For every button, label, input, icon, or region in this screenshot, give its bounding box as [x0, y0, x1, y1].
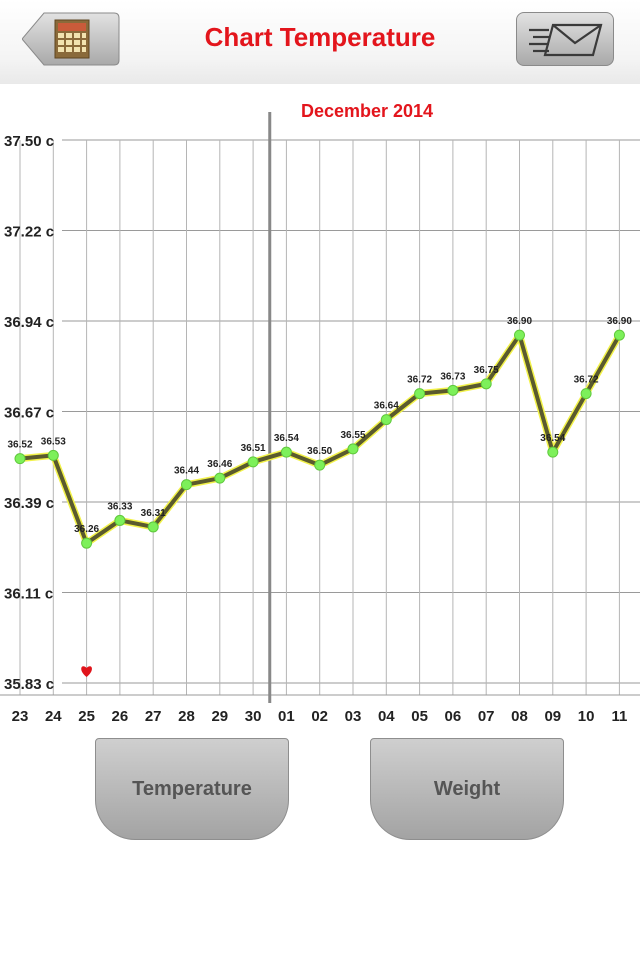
data-label: 36.31: [141, 508, 166, 519]
data-label: 36.46: [207, 459, 232, 470]
x-tick-label: 23: [12, 708, 29, 725]
x-tick-label: 01: [278, 708, 295, 725]
weight-tab-button[interactable]: Weight: [370, 738, 564, 840]
x-tick-label: 04: [378, 708, 395, 725]
data-point: [480, 378, 492, 390]
x-tick-label: 27: [145, 708, 162, 725]
y-tick-label: 37.50 c: [4, 133, 54, 150]
data-point: [247, 456, 259, 468]
data-point: [613, 329, 625, 341]
x-tick-label: 26: [112, 708, 129, 725]
data-label: 36.26: [74, 524, 99, 535]
x-tick-label: 06: [445, 708, 462, 725]
data-point: [514, 329, 525, 341]
data-point: [580, 388, 592, 400]
temperature-tab-button[interactable]: Temperature: [95, 738, 289, 840]
data-label: 36.90: [607, 316, 632, 327]
data-point: [280, 446, 292, 458]
x-tick-label: 28: [178, 708, 195, 725]
data-point: [547, 446, 559, 458]
back-calendar-button[interactable]: [22, 12, 120, 66]
data-point: [114, 514, 126, 526]
y-tick-label: 35.83 c: [4, 676, 54, 693]
mail-icon: [529, 23, 603, 57]
x-tick-label: 25: [78, 708, 95, 725]
data-point: [314, 459, 326, 471]
x-tick-label: 03: [345, 708, 362, 725]
y-tick-label: 36.11 c: [4, 586, 53, 603]
data-point: [447, 384, 459, 396]
data-point: [214, 472, 226, 484]
data-point: [14, 453, 26, 465]
x-tick-label: 08: [511, 708, 528, 725]
data-label: 36.90: [507, 316, 532, 327]
calendar-icon: [54, 19, 90, 59]
x-tick-label: 02: [311, 708, 328, 725]
header-bar: Chart Temperature: [0, 0, 640, 84]
y-tick-label: 36.94 c: [4, 314, 54, 331]
heart-icon: [81, 666, 92, 677]
x-tick-label: 05: [411, 708, 428, 725]
data-point: [181, 479, 192, 491]
data-label: 36.33: [107, 501, 132, 512]
chart-month-title: December 2014: [301, 101, 433, 121]
temperature-chart: December 2014 37.50 c 37.22 c 36.94 c 36.67…: [0, 84, 640, 734]
chart-canvas: December 2014 37.50 c 37.22 c 36.94 c 36.67…: [0, 101, 640, 725]
data-point: [380, 414, 392, 426]
data-label: 36.50: [307, 446, 332, 457]
y-tick-label: 36.39 c: [4, 495, 54, 512]
data-label: 36.44: [174, 466, 199, 477]
data-label: 36.72: [574, 375, 599, 386]
data-point: [414, 388, 426, 400]
y-tick-label: 36.67 c: [4, 405, 54, 422]
data-label: 36.53: [41, 436, 66, 447]
data-label: 36.54: [274, 433, 299, 444]
send-mail-button[interactable]: [516, 12, 614, 66]
page-title: Chart Temperature: [204, 22, 436, 52]
data-label: 36.73: [440, 371, 465, 382]
data-label: 36.64: [374, 401, 399, 412]
data-point: [81, 537, 93, 549]
x-tick-label: 29: [211, 708, 228, 725]
x-tick-label: 10: [578, 708, 595, 725]
data-label: 36.75: [474, 365, 499, 376]
data-point: [347, 443, 359, 455]
data-label: 36.72: [407, 375, 432, 386]
x-tick-label: 07: [478, 708, 495, 725]
x-tick-label: 30: [245, 708, 262, 725]
data-label: 36.54: [540, 433, 565, 444]
x-tick-label: 09: [544, 708, 561, 725]
x-tick-label: 11: [611, 708, 627, 725]
x-tick-label: 24: [45, 708, 62, 725]
data-label: 36.51: [241, 443, 266, 454]
y-tick-label: 37.22 c: [4, 224, 54, 241]
data-point: [147, 521, 159, 533]
data-label: 36.52: [7, 440, 32, 451]
data-point: [47, 449, 59, 461]
data-label: 36.55: [340, 430, 365, 441]
